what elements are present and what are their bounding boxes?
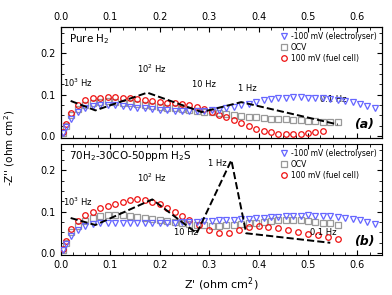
Text: 10$^3$ Hz: 10$^3$ Hz — [63, 196, 93, 209]
Text: 10 Hz: 10 Hz — [174, 227, 198, 237]
X-axis label: Z' (ohm cm$^2$): Z' (ohm cm$^2$) — [184, 276, 259, 293]
Text: 70H$_2$-30CO-50ppm H$_2$S: 70H$_2$-30CO-50ppm H$_2$S — [69, 149, 192, 163]
Text: (a): (a) — [354, 118, 374, 131]
Text: -Z'' (ohm cm$^2$): -Z'' (ohm cm$^2$) — [2, 109, 17, 186]
Legend: -100 mV (electrolyser), OCV, 100 mV (fuel cell): -100 mV (electrolyser), OCV, 100 mV (fue… — [278, 30, 378, 64]
Text: 10$^2$ Hz: 10$^2$ Hz — [138, 63, 167, 75]
Text: 1 Hz: 1 Hz — [208, 159, 227, 168]
Text: 10$^3$ Hz: 10$^3$ Hz — [63, 76, 93, 88]
Text: 10$^2$ Hz: 10$^2$ Hz — [138, 171, 167, 184]
Text: 0.1 Hz: 0.1 Hz — [320, 95, 347, 104]
Legend: -100 mV (electrolyser), OCV, 100 mV (fuel cell): -100 mV (electrolyser), OCV, 100 mV (fue… — [278, 148, 378, 181]
Text: 10 Hz: 10 Hz — [192, 80, 216, 88]
Text: (b): (b) — [354, 235, 374, 248]
Text: 0.1 Hz: 0.1 Hz — [310, 228, 337, 237]
Text: Pure H$_2$: Pure H$_2$ — [69, 32, 109, 46]
Text: 1 Hz: 1 Hz — [238, 84, 256, 93]
